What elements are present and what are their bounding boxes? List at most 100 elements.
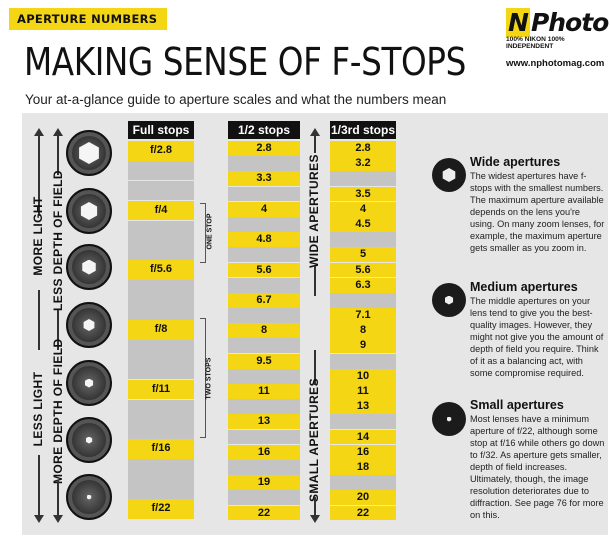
info-medium: Medium apertures The middle apertures on… <box>470 280 606 379</box>
stop-cell: 7.1 <box>330 308 396 323</box>
stop-cell: 3.3 <box>228 171 300 187</box>
spacer-cell <box>128 359 194 380</box>
stop-cell: 9 <box>330 338 396 354</box>
info-medium-text: The middle apertures on your lens tend t… <box>470 296 604 378</box>
content-panel <box>22 113 608 535</box>
label-wide-apertures: WIDE APERTURES <box>307 154 321 268</box>
full-stops-column: f/2.8 f/4 f/5.6 f/8 f/11 f/16 f/22 <box>128 141 194 519</box>
arrow-down-icon <box>310 515 320 523</box>
stop-cell: 8 <box>228 323 300 339</box>
info-small-title: Small apertures <box>470 398 564 412</box>
stop-cell: f/2.8 <box>128 141 194 161</box>
spacer-cell <box>228 247 300 263</box>
spacer-cell <box>228 490 300 506</box>
arrow-line <box>38 135 40 215</box>
spacer-cell <box>330 414 396 430</box>
section-tag: APERTURE NUMBERS <box>9 8 168 30</box>
logo-url[interactable]: www.nphotomag.com <box>506 58 605 69</box>
one-stop-label: ONE STOP <box>206 213 214 250</box>
small-aperture-icon <box>432 402 466 436</box>
stop-cell: 4.8 <box>228 232 300 248</box>
aperture-blade-icon <box>66 474 112 520</box>
spacer-cell <box>128 399 194 420</box>
header-half-stops: 1/2 stops <box>228 121 300 139</box>
stop-cell: 5 <box>330 247 396 263</box>
aperture-blade-icon <box>66 130 112 176</box>
spacer-cell <box>330 353 396 369</box>
info-wide: Wide apertures The widest apertures have… <box>470 155 606 254</box>
logo-tagline: 100% NIKON 100% INDEPENDENT <box>506 36 565 50</box>
info-medium-title: Medium apertures <box>470 280 578 294</box>
label-small-apertures: SMALL APERTURES <box>307 378 321 503</box>
half-stops-column: 2.8 3.3 4 4.8 5.6 6.7 8 9.5 11 13 16 19 22 <box>228 141 300 521</box>
page-title: MAKING SENSE OF F-STOPS <box>24 40 466 84</box>
label-less-light: LESS LIGHT <box>31 371 45 447</box>
info-wide-title: Wide apertures <box>470 155 561 169</box>
stop-cell: 18 <box>330 459 396 475</box>
stop-cell: 2.8 <box>330 141 396 156</box>
stop-cell: f/8 <box>128 320 194 340</box>
aperture-blade-icon <box>66 360 112 406</box>
spacer-cell <box>228 216 300 232</box>
stop-cell: 4 <box>228 201 300 217</box>
spacer-cell <box>330 232 396 248</box>
aperture-opening <box>442 168 456 182</box>
stop-cell: 5.6 <box>330 262 396 278</box>
stop-cell: 3.2 <box>330 156 396 172</box>
arrow-up-icon <box>53 128 63 136</box>
stop-cell: 4 <box>330 201 396 217</box>
aperture-blade-icon <box>66 302 112 348</box>
label-more-light: MORE LIGHT <box>31 196 45 276</box>
stop-cell: 10 <box>330 368 396 384</box>
medium-aperture-icon <box>432 283 466 317</box>
stop-cell: 22 <box>330 505 396 521</box>
arrow-line <box>57 310 59 350</box>
spacer-cell <box>330 171 396 187</box>
stop-cell: 19 <box>228 475 300 491</box>
arrow-up-icon <box>310 128 320 136</box>
spacer-cell <box>128 479 194 499</box>
stop-cell: f/16 <box>128 439 194 459</box>
arrow-line <box>38 455 40 515</box>
spacer-cell <box>128 180 194 201</box>
aperture-opening <box>84 378 94 388</box>
stop-cell: 20 <box>330 490 396 506</box>
spacer-cell <box>128 459 194 479</box>
spacer-cell <box>330 292 396 308</box>
spacer-cell <box>228 368 300 384</box>
aperture-opening <box>83 319 95 331</box>
arrow-down-icon <box>53 515 63 523</box>
aperture-opening <box>82 259 96 275</box>
aperture-blade-icon <box>66 188 112 234</box>
aperture-opening <box>444 295 454 305</box>
spacer-cell <box>228 308 300 323</box>
arrow-line <box>38 290 40 350</box>
spacer-cell <box>128 280 194 300</box>
arrow-line <box>314 350 316 385</box>
stop-cell: 14 <box>330 429 396 445</box>
two-stops-label: TWO STOPS <box>205 357 213 400</box>
spacer-cell <box>228 399 300 415</box>
label-more-dof: MORE DEPTH OF FIELD <box>51 338 65 484</box>
stop-cell: 16 <box>330 444 396 460</box>
stop-cell: f/11 <box>128 379 194 400</box>
stop-cell: 6.3 <box>330 277 396 293</box>
label-less-dof: LESS DEPTH OF FIELD <box>51 170 65 311</box>
stop-cell: 9.5 <box>228 353 300 369</box>
stop-cell: f/4 <box>128 200 194 221</box>
stop-cell: 13 <box>228 414 300 430</box>
spacer-cell <box>128 419 194 440</box>
header-third-stops: 1/3rd stops <box>330 121 396 139</box>
one-stop-bracket <box>200 203 206 263</box>
spacer-cell <box>228 186 300 202</box>
spacer-cell <box>128 160 194 181</box>
spacer-cell <box>128 300 194 320</box>
aperture-opening <box>85 436 93 444</box>
logo-brand: N Photo <box>506 8 609 37</box>
third-stops-column: 2.8 3.2 3.5 4 4.5 5 5.6 6.3 7.1 8 9 10 11 13 14 16 18 20 2… <box>330 141 396 521</box>
stop-cell: 22 <box>228 505 300 521</box>
spacer-cell <box>228 338 300 354</box>
arrow-line <box>57 480 59 515</box>
stop-cell: 4.5 <box>330 216 396 232</box>
stop-cell: 2.8 <box>228 141 300 156</box>
